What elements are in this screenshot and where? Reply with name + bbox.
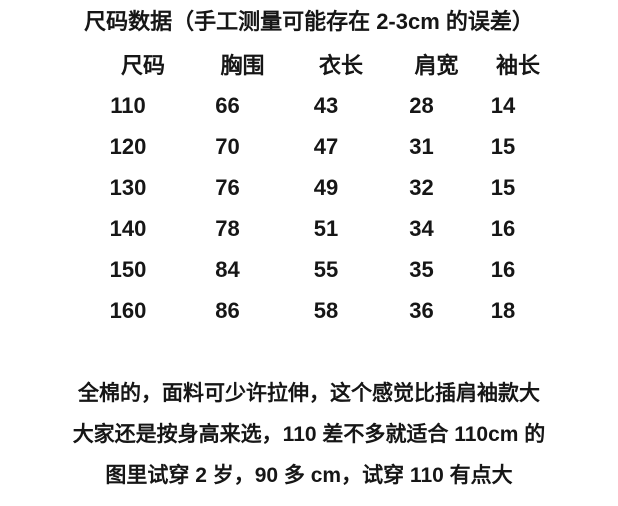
- column-header-length: 衣长: [318, 53, 363, 78]
- table-cell: 15: [490, 175, 516, 200]
- table-cell: 66: [215, 93, 240, 118]
- table-cell: 16: [490, 216, 516, 241]
- table-cell: 36: [409, 298, 434, 323]
- table-cell: 47: [313, 134, 339, 159]
- table-cell: 76: [215, 175, 240, 200]
- table-row: 160 86 58 36 18: [78, 290, 618, 331]
- table-row: 140 78 51 34 16: [78, 208, 618, 249]
- table-cell: 14: [490, 93, 516, 118]
- table-cell: 110: [110, 93, 146, 118]
- table-cell: 140: [109, 216, 147, 241]
- table-cell: 51: [313, 216, 339, 241]
- table-cell: 120: [109, 134, 147, 159]
- table-cell: 49: [313, 175, 339, 200]
- table-cell: 78: [215, 216, 240, 241]
- column-header-shoulder: 肩宽: [414, 53, 459, 78]
- column-header-chest: 胸围: [220, 53, 265, 78]
- table-cell: 86: [215, 298, 240, 323]
- table-cell: 18: [490, 298, 516, 323]
- table-cell: 130: [109, 175, 147, 200]
- table-cell: 58: [313, 298, 339, 323]
- size-table: 尺码 胸围 衣长 肩宽 袖长 110 66 43 28 14 120 70 47…: [0, 47, 618, 331]
- column-header-size: 尺码: [120, 53, 165, 78]
- column-header-sleeve: 袖长: [495, 53, 540, 78]
- table-cell: 31: [409, 134, 434, 159]
- table-cell: 28: [409, 93, 434, 118]
- table-cell: 84: [215, 257, 240, 282]
- table-cell: 160: [109, 298, 147, 323]
- table-cell: 150: [109, 257, 147, 282]
- table-row: 130 76 49 32 15: [78, 167, 618, 208]
- table-row: 110 66 43 28 14: [78, 85, 618, 126]
- note-line: 全棉的，面料可少许拉伸，这个感觉比插肩袖款大: [78, 382, 540, 405]
- note-line: 图里试穿 2 岁，90 多 cm，试穿 110 有点大: [105, 464, 513, 487]
- table-cell: 34: [409, 216, 434, 241]
- table-header-row: 尺码 胸围 衣长 肩宽 袖长: [93, 47, 618, 85]
- notes-section: 全棉的，面料可少许拉伸，这个感觉比插肩袖款大 大家还是按身高来选，110 差不多…: [0, 373, 618, 496]
- page-title: 尺码数据（手工测量可能存在 2-3cm 的误差）: [84, 9, 534, 34]
- table-cell: 35: [409, 257, 434, 282]
- table-cell: 15: [490, 134, 516, 159]
- table-cell: 70: [215, 134, 240, 159]
- table-cell: 55: [313, 257, 339, 282]
- note-line: 大家还是按身高来选，110 差不多就适合 110cm 的: [72, 423, 546, 446]
- table-cell: 16: [490, 257, 516, 282]
- table-row: 120 70 47 31 15: [78, 126, 618, 167]
- table-row: 150 84 55 35 16: [78, 249, 618, 290]
- table-cell: 32: [409, 175, 434, 200]
- table-cell: 43: [313, 93, 339, 118]
